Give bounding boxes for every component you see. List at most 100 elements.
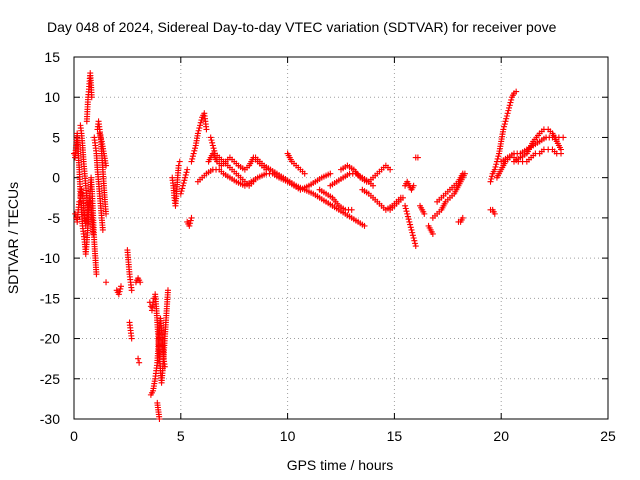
data-point <box>301 170 308 177</box>
data-point <box>186 222 193 229</box>
data-point <box>191 147 198 154</box>
data-point <box>491 166 498 173</box>
data-point <box>198 117 205 124</box>
data-point <box>135 355 142 362</box>
axis-ticks: 0 5 10 15 20 25 -30 -25 -20 -15 -10 -5 0 5 10 15 <box>40 49 616 444</box>
data-point <box>404 213 411 220</box>
data-point <box>176 158 183 165</box>
data-point <box>82 222 89 229</box>
data-point <box>414 154 421 161</box>
data-point <box>421 210 428 217</box>
data-point <box>409 229 416 236</box>
data-point <box>492 163 499 170</box>
data-point <box>88 94 95 101</box>
data-point <box>407 224 414 231</box>
data-point <box>403 208 410 215</box>
data-point <box>180 180 187 187</box>
data-point <box>412 240 419 247</box>
data-point <box>493 161 500 168</box>
data-point <box>507 99 514 106</box>
data-point <box>491 210 498 217</box>
data-point <box>197 119 204 126</box>
data-point <box>505 107 512 114</box>
data-point <box>387 166 394 173</box>
data-point <box>97 133 104 140</box>
data-point <box>488 176 495 183</box>
grid-lines <box>74 57 608 419</box>
y-tick-label: -20 <box>40 331 60 347</box>
chart-title: Day 048 of 2024, Sidereal Day-to-day VTE… <box>47 19 557 35</box>
data-point <box>164 287 171 294</box>
data-point <box>408 226 415 233</box>
data-point <box>161 363 168 370</box>
data-point <box>188 158 195 165</box>
data-point <box>182 171 189 178</box>
data-point <box>184 166 191 173</box>
data-point <box>500 126 507 133</box>
data-point <box>187 217 194 224</box>
data-point <box>117 285 124 292</box>
data-point <box>203 126 210 133</box>
data-point <box>410 182 417 189</box>
data-point <box>210 145 217 152</box>
data-point <box>503 112 510 119</box>
data-point <box>177 190 184 197</box>
data-point <box>407 221 414 228</box>
data-point <box>209 142 216 149</box>
data-point <box>410 235 417 241</box>
data-point <box>128 287 135 294</box>
y-tick-label: 0 <box>52 170 60 186</box>
data-point <box>506 102 513 109</box>
data-point <box>182 174 189 181</box>
data-point <box>412 243 419 250</box>
data-point <box>98 135 105 142</box>
data-point <box>136 359 143 366</box>
x-tick-label: 0 <box>70 428 78 444</box>
data-point <box>409 232 416 239</box>
data-point <box>197 122 204 129</box>
data-point <box>404 210 411 217</box>
data-point <box>115 291 122 298</box>
data-point <box>183 169 190 176</box>
data-point <box>508 96 515 103</box>
data-point <box>488 173 495 180</box>
data-point <box>209 139 216 146</box>
data-point <box>513 88 520 95</box>
data-point <box>188 214 195 221</box>
x-tick-label: 15 <box>387 428 403 444</box>
data-point <box>85 218 92 225</box>
data-point <box>459 170 466 177</box>
x-tick-label: 20 <box>493 428 509 444</box>
data-point <box>560 134 567 141</box>
x-tick-label: 25 <box>600 428 616 444</box>
y-tick-label: -25 <box>40 371 60 387</box>
data-points <box>71 70 567 422</box>
data-point <box>558 146 565 153</box>
data-point <box>192 145 199 152</box>
data-point <box>103 279 110 286</box>
data-point <box>459 214 466 221</box>
data-point <box>128 335 135 342</box>
data-point <box>502 118 509 125</box>
data-point <box>103 162 110 169</box>
data-point <box>179 182 186 189</box>
data-point <box>189 153 196 160</box>
y-tick-label: 10 <box>44 89 60 105</box>
data-point <box>411 237 418 244</box>
data-point <box>370 182 377 189</box>
y-tick-label: 15 <box>44 49 60 65</box>
data-point <box>504 110 511 117</box>
y-tick-label: 5 <box>52 129 60 145</box>
y-tick-label: -15 <box>40 290 60 306</box>
data-point <box>178 188 185 195</box>
data-point <box>99 226 106 233</box>
data-point <box>116 288 123 295</box>
data-point <box>503 115 510 122</box>
data-point <box>402 205 409 212</box>
data-point <box>405 216 412 223</box>
data-point <box>402 202 409 209</box>
data-point <box>96 130 103 137</box>
plot-frame <box>73 56 609 420</box>
data-point <box>181 177 188 184</box>
